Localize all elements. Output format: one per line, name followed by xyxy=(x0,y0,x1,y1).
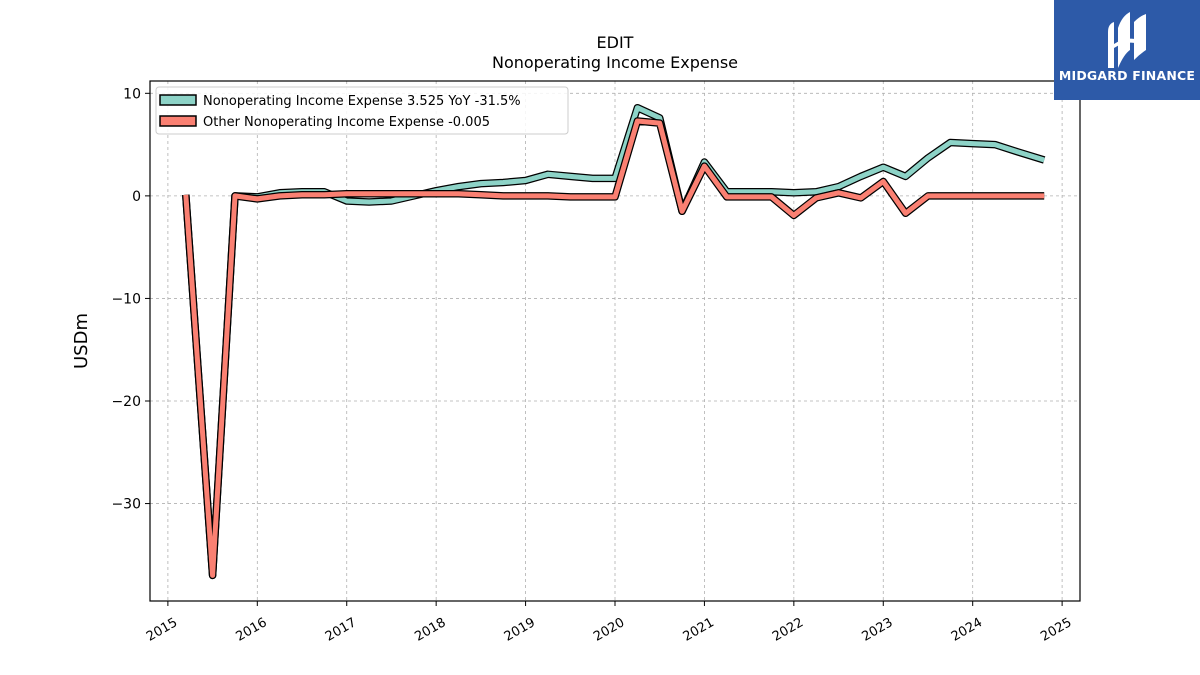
y-tick-label: 0 xyxy=(132,189,141,205)
midgard-logo-icon xyxy=(1108,12,1146,68)
y-tick-label: 10 xyxy=(123,86,141,102)
y-tick-label: −20 xyxy=(111,394,141,410)
legend-box xyxy=(155,86,569,135)
x-tick-label: 2019 xyxy=(502,615,538,645)
legend-label-2: Other Nonoperating Income Expense -0.005 xyxy=(203,115,490,130)
chart-title: EDIT xyxy=(597,33,634,52)
x-tick-label: 2018 xyxy=(412,615,448,645)
x-tick-label: 2017 xyxy=(323,615,359,645)
y-tick-label: −30 xyxy=(111,497,141,513)
x-tick-label: 2024 xyxy=(949,615,985,645)
legend-swatch-2 xyxy=(159,115,197,127)
legend-label-1: Nonoperating Income Expense 3.525 YoY -3… xyxy=(203,94,521,109)
x-tick-label: 2016 xyxy=(233,615,269,645)
brand-logo: MIDGARD FINANCE xyxy=(1054,0,1200,100)
chart-subtitle: Nonoperating Income Expense xyxy=(492,53,738,72)
y-axis-label: USDm xyxy=(71,313,92,369)
y-tick-label: −10 xyxy=(111,291,141,307)
series-lines xyxy=(182,103,1046,580)
series-2-line xyxy=(183,118,1045,578)
x-tick-label: 2025 xyxy=(1038,615,1074,645)
legend: Nonoperating Income Expense 3.525 YoY -3… xyxy=(155,86,569,135)
x-tick-label: 2022 xyxy=(770,615,806,645)
x-tick-label: 2015 xyxy=(144,615,180,645)
x-tick-label: 2020 xyxy=(591,615,627,645)
legend-swatch-1 xyxy=(159,94,197,106)
x-tick-label: 2021 xyxy=(681,615,717,645)
brand-name: MIDGARD FINANCE xyxy=(1058,68,1196,83)
grid-lines xyxy=(150,81,1080,601)
x-tick-label: 2023 xyxy=(859,615,895,645)
axis-ticks: 2015 2016 2017 2018 2019 2020 2021 2022 2023 2024… xyxy=(111,86,1074,644)
